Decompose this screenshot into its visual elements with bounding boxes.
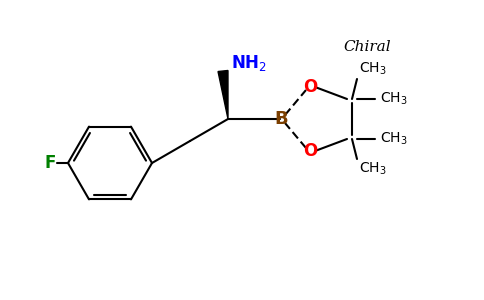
Text: O: O xyxy=(303,78,317,96)
Text: O: O xyxy=(303,142,317,160)
Text: Chiral: Chiral xyxy=(343,40,391,54)
Text: F: F xyxy=(45,154,56,172)
Text: CH$_3$: CH$_3$ xyxy=(380,131,408,147)
Text: B: B xyxy=(274,110,288,128)
Text: CH$_3$: CH$_3$ xyxy=(380,91,408,107)
Text: CH$_3$: CH$_3$ xyxy=(359,161,387,177)
Text: NH$_2$: NH$_2$ xyxy=(231,53,267,73)
Polygon shape xyxy=(218,70,228,119)
Text: CH$_3$: CH$_3$ xyxy=(359,61,387,77)
